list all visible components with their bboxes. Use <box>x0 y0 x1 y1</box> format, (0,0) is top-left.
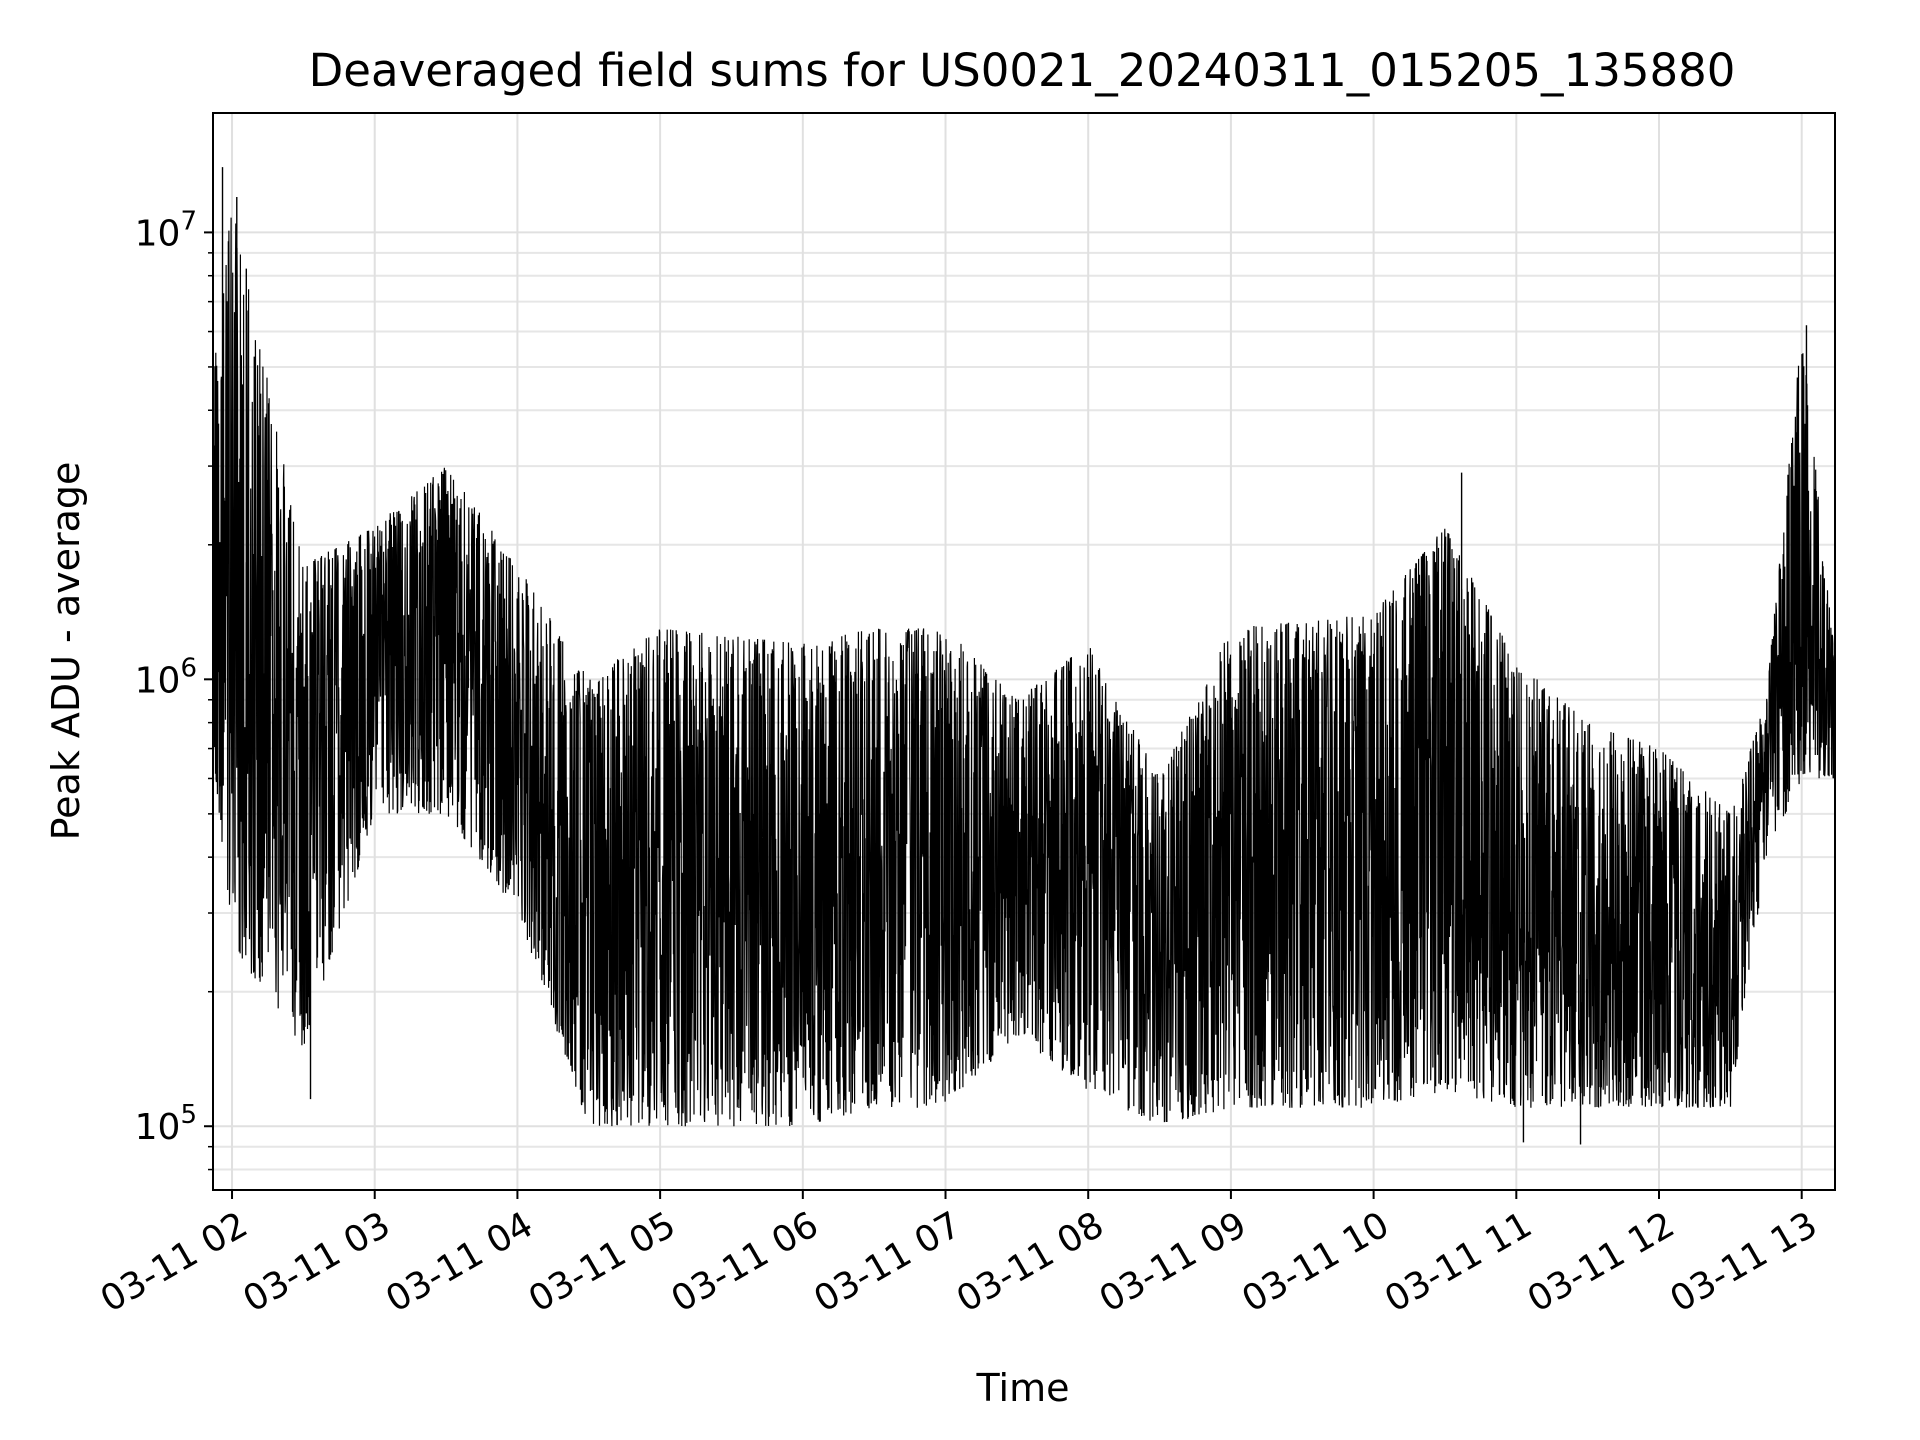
chart-title: Deaveraged field sums for US0021_2024031… <box>309 44 1736 97</box>
y-tick-label: 105 <box>135 1100 197 1148</box>
series-path <box>213 217 1835 1127</box>
plot-frame <box>212 112 1836 1191</box>
series-line <box>213 167 1835 1145</box>
y-tick-label: 107 <box>135 206 197 254</box>
y-axis-label: Peak ADU - average <box>44 462 88 841</box>
y-tick-label: 106 <box>135 653 197 701</box>
y-axis: 105 106 107 <box>135 206 213 1171</box>
x-axis-label: Time <box>976 1366 1070 1410</box>
